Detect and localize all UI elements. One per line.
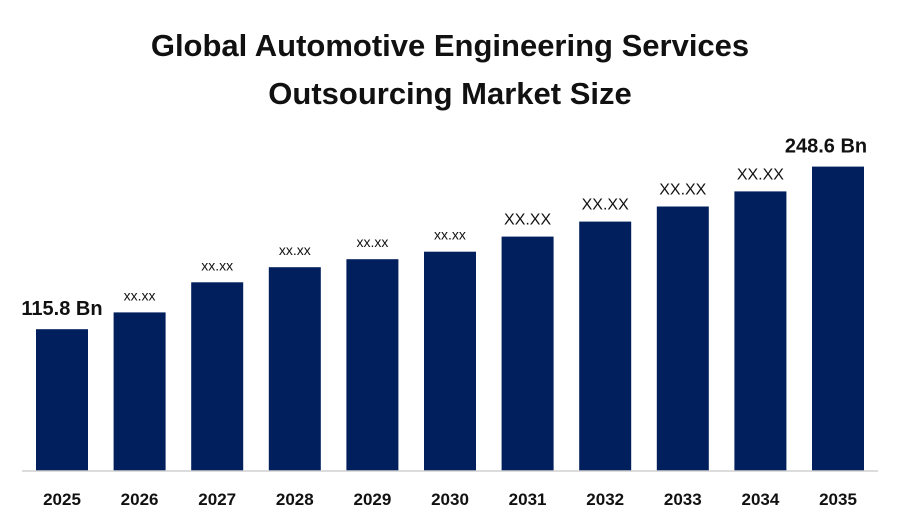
x-tick-2032: 2032 (586, 490, 624, 509)
chart-title-line-2: Outsourcing Market Size (268, 76, 632, 111)
data-label-2031: XX.XX (504, 212, 551, 229)
bar-2035 (812, 166, 864, 471)
x-tick-labels: 2025 2026 2027 2028 2029 2030 2031 2032 2033 2034… (43, 490, 857, 509)
data-label-2033: XX.XX (659, 182, 706, 199)
x-tick-2026: 2026 (121, 490, 159, 509)
data-label-2028: xx.xx (279, 242, 311, 258)
data-label-2035: 248.6 Bn (785, 136, 867, 158)
data-label-2030: xx.xx (434, 227, 466, 243)
data-label-2029: xx.xx (356, 234, 388, 250)
x-tick-2035: 2035 (819, 490, 857, 509)
bars-group: 115.8 Bn xx.xx xx.xx xx.xx xx.xx xx.xx XX.XX XX… (21, 136, 867, 471)
bar-2032 (579, 221, 632, 471)
bar-2025 (36, 329, 88, 471)
x-tick-2031: 2031 (509, 490, 547, 509)
bar-2030 (424, 251, 476, 471)
bar-2027 (191, 282, 244, 471)
data-label-2027: xx.xx (201, 257, 233, 273)
data-label-2026: xx.xx (124, 287, 156, 303)
bar-2026 (113, 312, 166, 471)
x-tick-2030: 2030 (431, 490, 469, 509)
chart-title-line-1: Global Automotive Engineering Services (150, 28, 750, 63)
chart-title: Global Automotive Engineering Services O… (0, 22, 900, 118)
bar-2034 (734, 191, 787, 471)
data-label-2025: 115.8 Bn (21, 298, 102, 320)
x-tick-2028: 2028 (276, 490, 314, 509)
x-tick-2027: 2027 (198, 490, 236, 509)
bar-2029 (346, 259, 399, 471)
bar-2028 (268, 267, 321, 471)
x-tick-2034: 2034 (741, 490, 779, 509)
x-tick-2025: 2025 (43, 490, 81, 509)
x-tick-2029: 2029 (353, 490, 391, 509)
bar-2031 (501, 236, 554, 471)
data-label-2032: XX.XX (582, 197, 629, 214)
data-label-2034: XX.XX (737, 166, 784, 183)
x-tick-2033: 2033 (664, 490, 702, 509)
bar-2033 (656, 206, 709, 471)
